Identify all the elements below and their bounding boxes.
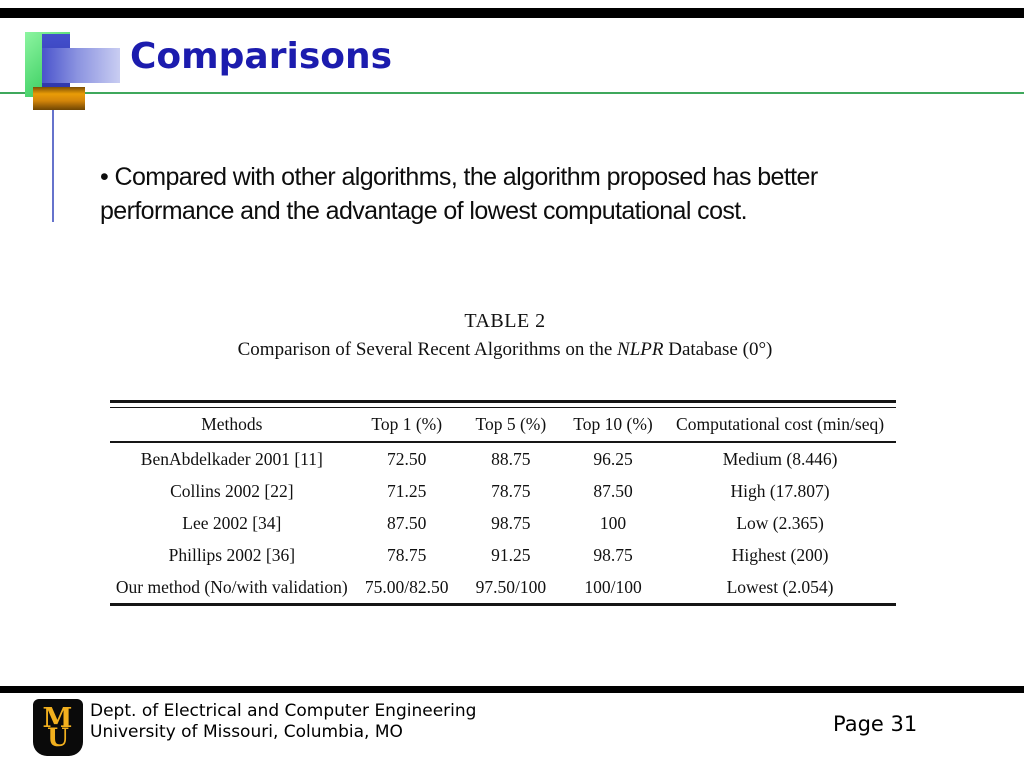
cell-top10: 100/100	[584, 576, 642, 597]
cell-cost: High (17.807)	[730, 480, 830, 501]
cell-top5: 97.50/100	[475, 576, 547, 597]
footer-dept-line: Dept. of Electrical and Computer Enginee…	[90, 701, 477, 721]
table-caption: Comparison of Several Recent Algorithms …	[60, 339, 950, 361]
table-row: BenAbdelkader 2001 [11] 72.50 88.75 96.2…	[110, 442, 896, 475]
cell-top1: 75.00/82.50	[364, 576, 449, 597]
table-header-row: Methods Top 1 (%) Top 5 (%) Top 10 (%) C…	[110, 408, 896, 443]
cell-cost: Medium (8.446)	[722, 448, 838, 469]
table-row: Our method (No/with validation) 75.00/82…	[110, 571, 896, 603]
cell-top5: 78.75	[491, 480, 531, 501]
col-header-top5: Top 5 (%)	[459, 408, 562, 443]
cell-top10: 87.50	[593, 480, 633, 501]
page-title: Comparisons	[130, 36, 393, 77]
footer-divider-bar	[0, 686, 1024, 693]
cell-top5: 88.75	[491, 448, 531, 469]
comparison-table-inner-rule: Methods Top 1 (%) Top 5 (%) Top 10 (%) C…	[110, 407, 896, 603]
table-number: TABLE 2	[464, 310, 546, 332]
page-number: Page 31	[833, 712, 918, 736]
cell-method: BenAbdelkader 2001 [11]	[140, 448, 323, 469]
col-header-top1: Top 1 (%)	[353, 408, 460, 443]
cell-top10: 96.25	[593, 448, 633, 469]
logo-letter-u: U	[47, 722, 69, 752]
table-row: Collins 2002 [22] 71.25 78.75 87.50 High…	[110, 475, 896, 507]
cell-top5: 91.25	[491, 544, 531, 565]
cell-top10: 100	[599, 512, 627, 533]
top-border-bar	[0, 8, 1024, 18]
cell-method: Lee 2002 [34]	[182, 512, 282, 533]
table-caption-suffix: Database (0°)	[663, 339, 773, 360]
bullet-paragraph: • Compared with other algorithms, the al…	[100, 160, 1000, 228]
footer-university-line: University of Missouri, Columbia, MO	[90, 722, 403, 742]
table-figure-caption: TABLE 2 Comparison of Several Recent Alg…	[60, 310, 950, 361]
table-caption-database-name: NLPR	[617, 339, 664, 360]
decor-orange-rect	[33, 87, 85, 110]
cell-cost: Low (2.365)	[736, 512, 824, 533]
col-header-methods: Methods	[110, 408, 354, 443]
cell-top1: 71.25	[387, 480, 427, 501]
cell-method: Phillips 2002 [36]	[168, 544, 296, 565]
title-divider-line	[0, 92, 1024, 94]
mu-university-logo-icon: M U	[33, 699, 83, 756]
col-header-cost: Computational cost (min/seq)	[664, 408, 896, 443]
table-row: Phillips 2002 [36] 78.75 91.25 98.75 Hig…	[110, 539, 896, 571]
cell-method: Collins 2002 [22]	[170, 480, 294, 501]
cell-method: Our method (No/with validation)	[115, 576, 348, 597]
bullet-line-2: performance and the advantage of lowest …	[100, 197, 748, 225]
decor-lightblue-rect	[42, 48, 120, 83]
logo-letter-m: M	[42, 702, 74, 734]
cell-top5: 98.75	[491, 512, 531, 533]
cell-cost: Lowest (2.054)	[726, 576, 834, 597]
col-header-top10: Top 10 (%)	[561, 408, 665, 443]
cell-top1: 78.75	[387, 544, 427, 565]
cell-top1: 72.50	[387, 448, 427, 469]
table-caption-prefix: Comparison of Several Recent Algorithms …	[237, 339, 618, 360]
cell-cost: Highest (200)	[731, 544, 829, 565]
footer-affiliation: Dept. of Electrical and Computer Enginee…	[90, 701, 476, 743]
decor-vertical-line	[52, 110, 54, 222]
comparison-table: Methods Top 1 (%) Top 5 (%) Top 10 (%) C…	[110, 400, 896, 606]
table-row: Lee 2002 [34] 87.50 98.75 100 Low (2.365…	[110, 507, 896, 539]
cell-top1: 87.50	[387, 512, 427, 533]
cell-top10: 98.75	[593, 544, 633, 565]
bullet-line-1: • Compared with other algorithms, the al…	[100, 163, 818, 191]
